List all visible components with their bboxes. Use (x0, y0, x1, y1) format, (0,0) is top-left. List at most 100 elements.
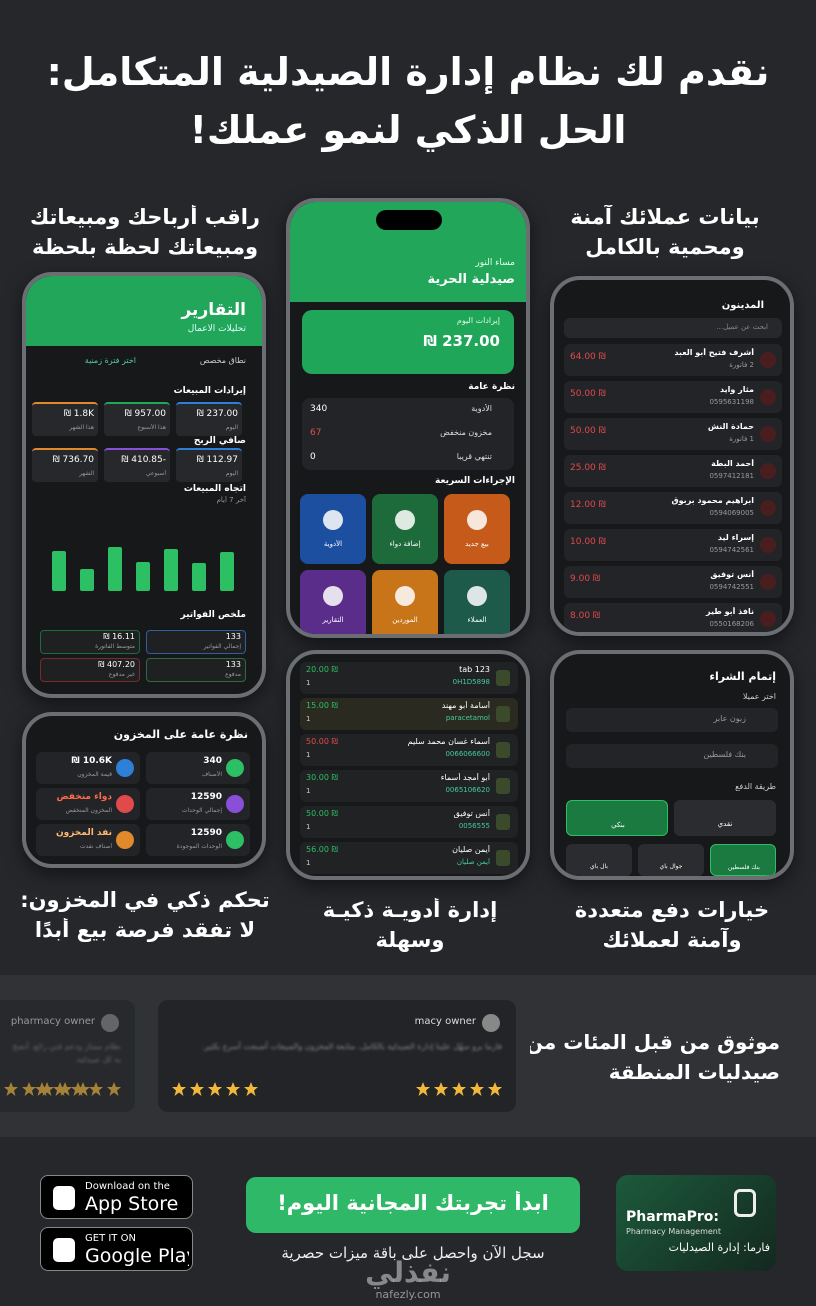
tile-label: الوحدات الموجودة (176, 843, 222, 850)
star-shape (208, 1082, 222, 1096)
customer-name: ابراهيم محمود بربوق (671, 496, 754, 505)
star-shape (4, 1082, 18, 1096)
caption: ومبيعاتك لحظة بلحظة (32, 235, 258, 259)
invoice-value: 407.20 ₪ (98, 660, 135, 669)
medicine-price: 50.00 ₪ (306, 809, 338, 818)
customer-row: ابراهيم محمود بربوق 0594069005 12.00 ₪ (564, 492, 782, 524)
star-shape (416, 1082, 430, 1096)
stat-value: 112.97 ₪ (196, 455, 238, 465)
phone-frame: tab 123 0H1D5898 20.00 ₪ 1 أسامة أبو مهند par… (286, 650, 530, 880)
trend-bar (220, 552, 234, 591)
customer-amount: 12.00 ₪ (570, 500, 606, 510)
medicine-price: 56.00 ₪ (306, 845, 338, 854)
tile-label: أصناف نفدت (79, 843, 112, 850)
method-label: بنكي (611, 821, 625, 829)
medicine-detail: 0066066600 (445, 750, 490, 758)
greeting: مساء النور (475, 258, 515, 268)
stat-card: 237.00 ₪ اليوم (176, 402, 242, 436)
star (434, 1082, 448, 1096)
field-value: زبون عابر (713, 714, 747, 723)
trend-bar (52, 551, 66, 591)
avatar (760, 426, 776, 442)
store-badge[interactable]: GET IT ON Google Play (40, 1227, 193, 1271)
invoice-card: 133 إجمالي الفواتير (146, 630, 246, 654)
medicine-name: أسماء غسان محمد سليم (407, 737, 490, 746)
invoice-card: 16.11 ₪ متوسط الفاتورة (40, 630, 140, 654)
invoice-label: متوسط الفاتورة (95, 643, 135, 650)
stat-value: 1.8K ₪ (63, 409, 94, 419)
overview-label: الأدوية (471, 404, 492, 413)
testimonial-text: نظام ممتاز ودعم فني رائع، أنصح به كل صيد… (12, 1042, 121, 1064)
caption: بيانات عملائك آمنة (570, 205, 760, 229)
overview-value: 0 (310, 452, 316, 462)
medicine-qty: 1 (306, 859, 311, 867)
screen-title: إتمام الشراء (709, 670, 776, 683)
badge-big: App Store (85, 1193, 179, 1215)
phone-frame: التقارير تحليلات الأعمال نطاق مخصص اختر فتر… (22, 272, 266, 698)
star (58, 1082, 72, 1096)
tile-value: دواء منخفض (56, 792, 112, 802)
author-avatar (101, 1014, 119, 1032)
overview-value: 340 (310, 404, 328, 414)
invoice-value: 133 (225, 660, 241, 669)
cta-button[interactable]: ابدأ تجربتك المجانية اليوم! (246, 1177, 580, 1233)
action-label: إضافة دواء (389, 540, 421, 548)
action-label: الموردين (392, 616, 418, 624)
action-icon (467, 510, 487, 530)
customer-amount: 8.00 ₪ (570, 611, 600, 621)
section-sub: آخر 7 أيام (216, 496, 246, 504)
page-title: نقدم لك نظام إدارة الصيدلية المتكامل: (46, 50, 770, 94)
inventory-tile: 340 الأصناف (146, 752, 250, 784)
star-shape (434, 1082, 448, 1096)
search-placeholder: ابحث عن عميل... (716, 323, 768, 331)
customer-name: إسراء ليد (717, 533, 754, 542)
customer-name: مثار وايد (720, 385, 754, 394)
star-shape (172, 1082, 186, 1096)
tile-label: المخزون المنخفض (65, 807, 112, 814)
trust-text: موثوق من قبل المئات من (530, 1030, 780, 1054)
invoice-value: 16.11 ₪ (103, 632, 135, 641)
watermark-url: nafezly.com (375, 1288, 441, 1301)
avatar (760, 463, 776, 479)
caption: خيارات دفع متعددة (574, 898, 770, 922)
badge-big: Google Play (85, 1245, 189, 1267)
caption: وسهلة (375, 928, 445, 952)
stat-label: هذا الأسبوع (137, 424, 167, 431)
star (4, 1082, 18, 1096)
avatar (760, 389, 776, 405)
medicine-qty: 1 (306, 823, 311, 831)
brand-mark (734, 1189, 756, 1217)
star-shape (226, 1082, 240, 1096)
star (22, 1082, 36, 1096)
avatar (760, 537, 776, 553)
star-shape (470, 1082, 484, 1096)
store-badge[interactable]: Download on the App Store (40, 1175, 193, 1219)
inventory-tile: 10.6K ₪ قيمة المخزون (36, 752, 140, 784)
stat-value: 237.00 ₪ (196, 409, 238, 419)
revenue-card: إيرادات اليوم 237.00 ₪ (302, 310, 514, 374)
screen-title: المدينون (721, 300, 764, 311)
inventory-tile: نفد المخزون أصناف نفدت (36, 824, 140, 856)
caption: راقب أرباحك ومبيعاتك (29, 205, 260, 229)
medicine-name: أسامة أبو مهند (441, 701, 490, 710)
customer-row: أنس توفيق 0594742551 9.00 ₪ (564, 566, 782, 598)
action-tile: إضافة دواء (372, 494, 438, 564)
stat-card: 1.8K ₪ هذا الشهر (32, 402, 98, 436)
tile-label: قيمة المخزون (77, 771, 112, 778)
invoice-card: 407.20 ₪ غير مدفوع (40, 658, 140, 682)
medicine-name: tab 123 (459, 665, 490, 674)
row-icon (496, 814, 510, 830)
medicine-price: 15.00 ₪ (306, 701, 338, 710)
screen-header (26, 276, 262, 346)
revenue-value: 237.00 ₪ (423, 332, 500, 350)
medicine-row: tab 123 0H1D5898 20.00 ₪ 1 (300, 662, 518, 694)
tile-icon (226, 759, 244, 777)
customer-name: أشرف فتيح أبو العبد (674, 348, 754, 357)
search-box: ابحث عن عميل... (564, 318, 782, 338)
stat-label: هذا الشهر (69, 424, 94, 431)
action-label: الأدوية (323, 540, 343, 548)
testimonial-card: pharmacy owner نظام ممتاز ودعم فني رائع، … (0, 1000, 135, 1112)
store-icon (53, 1186, 75, 1210)
field: زبون عابر (566, 708, 778, 732)
customer-row: إسراء ليد 0594742561 10.00 ₪ (564, 529, 782, 561)
